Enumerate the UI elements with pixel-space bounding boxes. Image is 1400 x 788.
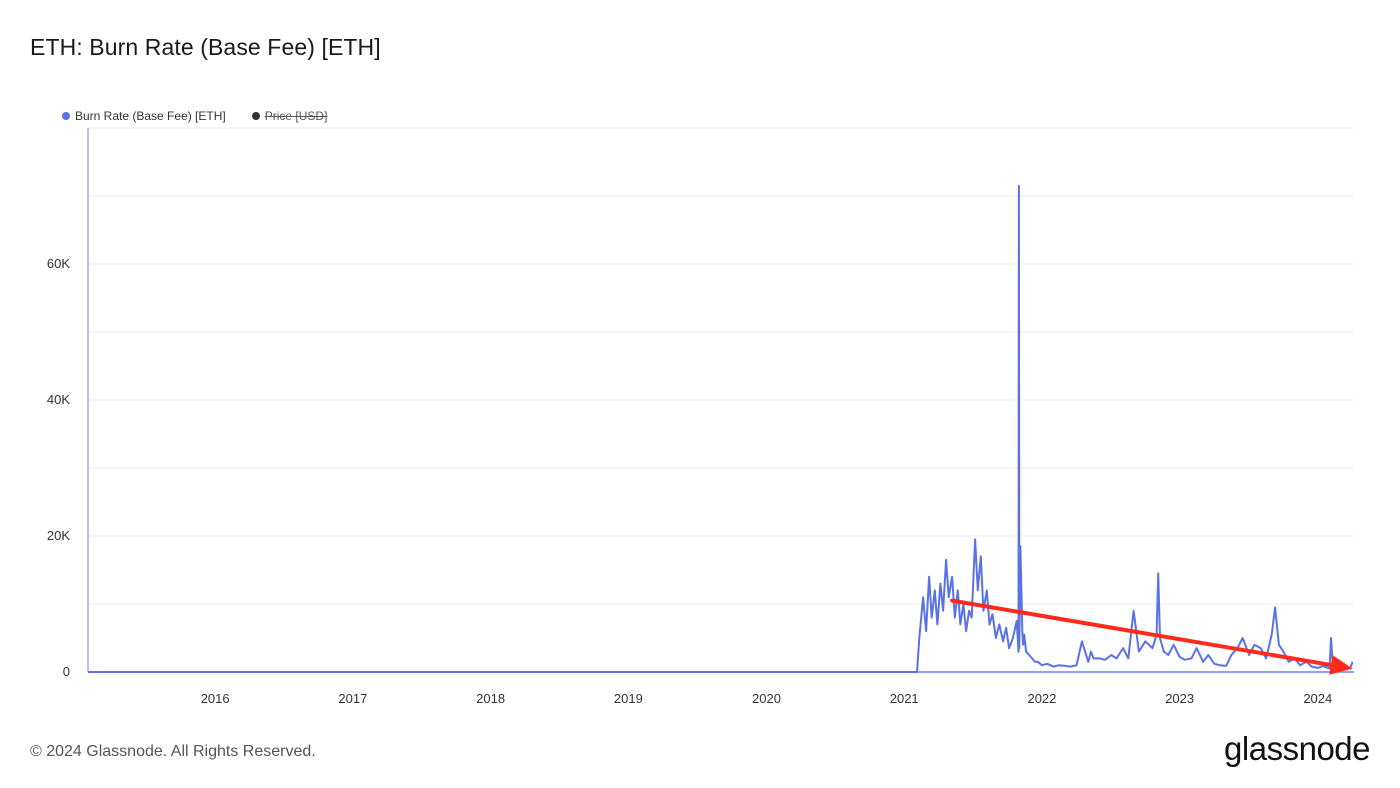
x-tick-label: 2016 [201,691,230,706]
x-tick-label: 2018 [476,691,505,706]
glassnode-logo: glassnode [1224,730,1370,767]
x-tick-label: 2017 [338,691,367,706]
x-tick-label: 2024 [1303,691,1332,706]
y-tick-label: 0 [63,664,70,679]
x-tick-label: 2019 [614,691,643,706]
y-tick-label: 60K [47,256,70,271]
y-tick-label: 40K [47,392,70,407]
trend-arrow-shaft [950,598,1333,667]
x-tick-label: 2020 [752,691,781,706]
legend-item-price[interactable]: Price [USD] [251,109,328,123]
trend-arrow-head [1329,655,1353,675]
legend-dot-price [251,112,260,120]
x-tick-label: 2023 [1165,691,1194,706]
legend-label-burn-rate: Burn Rate (Base Fee) [ETH] [75,109,226,123]
legend-label-price: Price [USD] [264,109,328,123]
y-tick-label: 20K [47,528,70,543]
legend-item-burn-rate[interactable]: Burn Rate (Base Fee) [ETH] [62,109,226,123]
x-tick-label: 2022 [1027,691,1056,706]
chart-legend: Burn Rate (Base Fee) [ETH] Price [USD] [62,109,327,123]
burn-rate-series-line [88,184,1354,673]
chart-title: ETH: Burn Rate (Base Fee) [ETH] [30,34,381,60]
copyright-footer: © 2024 Glassnode. All Rights Reserved. [30,743,316,760]
legend-dot-burn-rate [62,112,70,120]
x-tick-label: 2021 [890,691,919,706]
